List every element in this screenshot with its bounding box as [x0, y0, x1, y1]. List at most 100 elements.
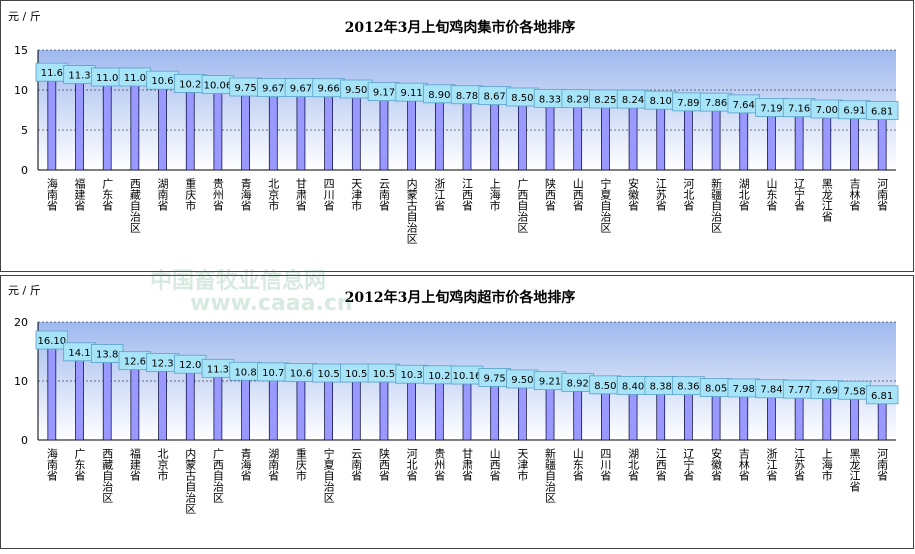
x-tick-label: 天津市 [516, 448, 529, 482]
x-tick-label: 陕西省 [544, 177, 557, 212]
x-tick-label: 青海省 [239, 178, 252, 212]
value-label: 10.2 [428, 371, 450, 382]
x-tick-label: 吉林省 [848, 178, 861, 212]
bar [434, 379, 444, 441]
x-tick-label: 青海省 [239, 448, 252, 482]
value-label-box [865, 101, 899, 120]
value-label: 7.69 [816, 386, 838, 397]
x-tick-label: 湖北省 [737, 178, 750, 212]
bar [407, 96, 416, 171]
value-label: 9.11 [401, 88, 423, 99]
bar [213, 372, 223, 441]
value-label: 8.38 [650, 382, 672, 393]
bar [158, 84, 167, 171]
value-label: 9.50 [511, 375, 533, 386]
x-tick-label: 安徽省 [627, 177, 640, 212]
x-tick-label: 河南省 [876, 448, 889, 482]
value-label: 8.50 [594, 381, 616, 392]
x-tick-label: 安徽省 [710, 447, 723, 482]
value-label: 11.3 [207, 364, 229, 375]
value-label: 10.5 [317, 369, 339, 380]
value-label: 8.36 [677, 382, 699, 393]
value-label: 12.3 [151, 358, 173, 369]
x-tick-label: 西藏自治区 [128, 178, 141, 233]
value-label: 8.90 [428, 90, 450, 101]
x-tick-label: 云南省 [350, 448, 363, 482]
y-tick-label: 10 [14, 375, 28, 388]
x-tick-label: 贵州省 [211, 178, 224, 212]
x-tick-label: 广东省 [73, 448, 86, 482]
y-tick-label: 5 [21, 124, 28, 137]
bar [850, 114, 859, 171]
x-tick-label: 宁夏自治区 [322, 447, 335, 503]
bar [130, 365, 140, 441]
x-tick-label: 上海市 [820, 448, 833, 482]
bar [213, 89, 223, 171]
x-tick-label: 广西自治区 [516, 178, 529, 233]
x-tick-label: 江苏省 [793, 448, 806, 482]
bar [767, 112, 776, 171]
value-label: 7.19 [760, 103, 782, 114]
value-label: 6.91 [843, 106, 865, 117]
value-label: 7.98 [733, 384, 755, 395]
value-label: 8.78 [456, 91, 478, 102]
value-label: 10.6 [290, 368, 312, 379]
value-label: 13.8 [96, 350, 118, 361]
value-label: 11.0 [124, 73, 146, 84]
bar [711, 392, 721, 441]
bar [877, 115, 887, 171]
y-tick-label: 0 [21, 164, 28, 177]
x-tick-label: 辽宁省 [793, 178, 806, 212]
bar [767, 393, 776, 441]
bar [241, 91, 250, 171]
x-tick-label: 陕西省 [377, 447, 390, 482]
bar [185, 88, 195, 171]
x-tick-label: 山西省 [488, 448, 501, 482]
x-tick-label: 北京市 [156, 448, 169, 482]
x-tick-label: 广东省 [101, 178, 114, 212]
chart-title: 2012年3月上旬鸡肉超市价各地排序 [345, 289, 576, 306]
x-tick-label: 海南省 [45, 177, 58, 212]
value-label: 7.16 [788, 104, 810, 115]
bar [794, 112, 804, 171]
bar [407, 378, 416, 441]
bar [102, 81, 112, 171]
y-tick-label: 0 [21, 434, 28, 447]
bar [130, 81, 140, 171]
bar [711, 106, 721, 171]
value-label: 8.05 [705, 384, 727, 395]
bar [850, 394, 859, 441]
x-tick-label: 上海市 [488, 178, 501, 212]
bar [296, 377, 306, 441]
x-tick-label: 新疆自治区 [544, 447, 557, 503]
value-label: 7.77 [788, 385, 810, 396]
x-tick-label: 重庆市 [184, 177, 197, 212]
bar [462, 379, 472, 441]
value-label: 9.66 [317, 84, 339, 95]
bar [822, 113, 832, 171]
x-tick-label: 甘肃省 [294, 178, 307, 212]
value-label: 8.67 [484, 92, 506, 103]
value-label: 7.89 [677, 98, 699, 109]
value-label: 10.5 [373, 369, 395, 380]
value-label: 10.6 [151, 76, 173, 87]
bar [656, 390, 666, 441]
value-label: 11.0 [96, 73, 118, 84]
x-tick-label: 浙江省 [433, 178, 446, 212]
value-label: 9.67 [290, 84, 312, 95]
bar [158, 367, 167, 441]
value-label: 6.81 [871, 107, 893, 118]
value-label: 11.6 [41, 68, 63, 79]
x-tick-label: 山东省 [765, 178, 778, 212]
y-tick-label: 10 [14, 84, 28, 97]
x-tick-label: 海南省 [45, 447, 58, 482]
x-tick-label: 辽宁省 [682, 448, 695, 482]
value-label: 10.2 [179, 79, 201, 90]
x-tick-label: 黑龙江省 [848, 448, 861, 493]
watermark: 中国畜牧业信息网 [150, 268, 326, 294]
value-label: 8.33 [539, 94, 561, 105]
bar [490, 100, 500, 171]
watermark: www.caaa.cn [190, 291, 353, 316]
x-tick-label: 新疆自治区 [710, 177, 723, 233]
